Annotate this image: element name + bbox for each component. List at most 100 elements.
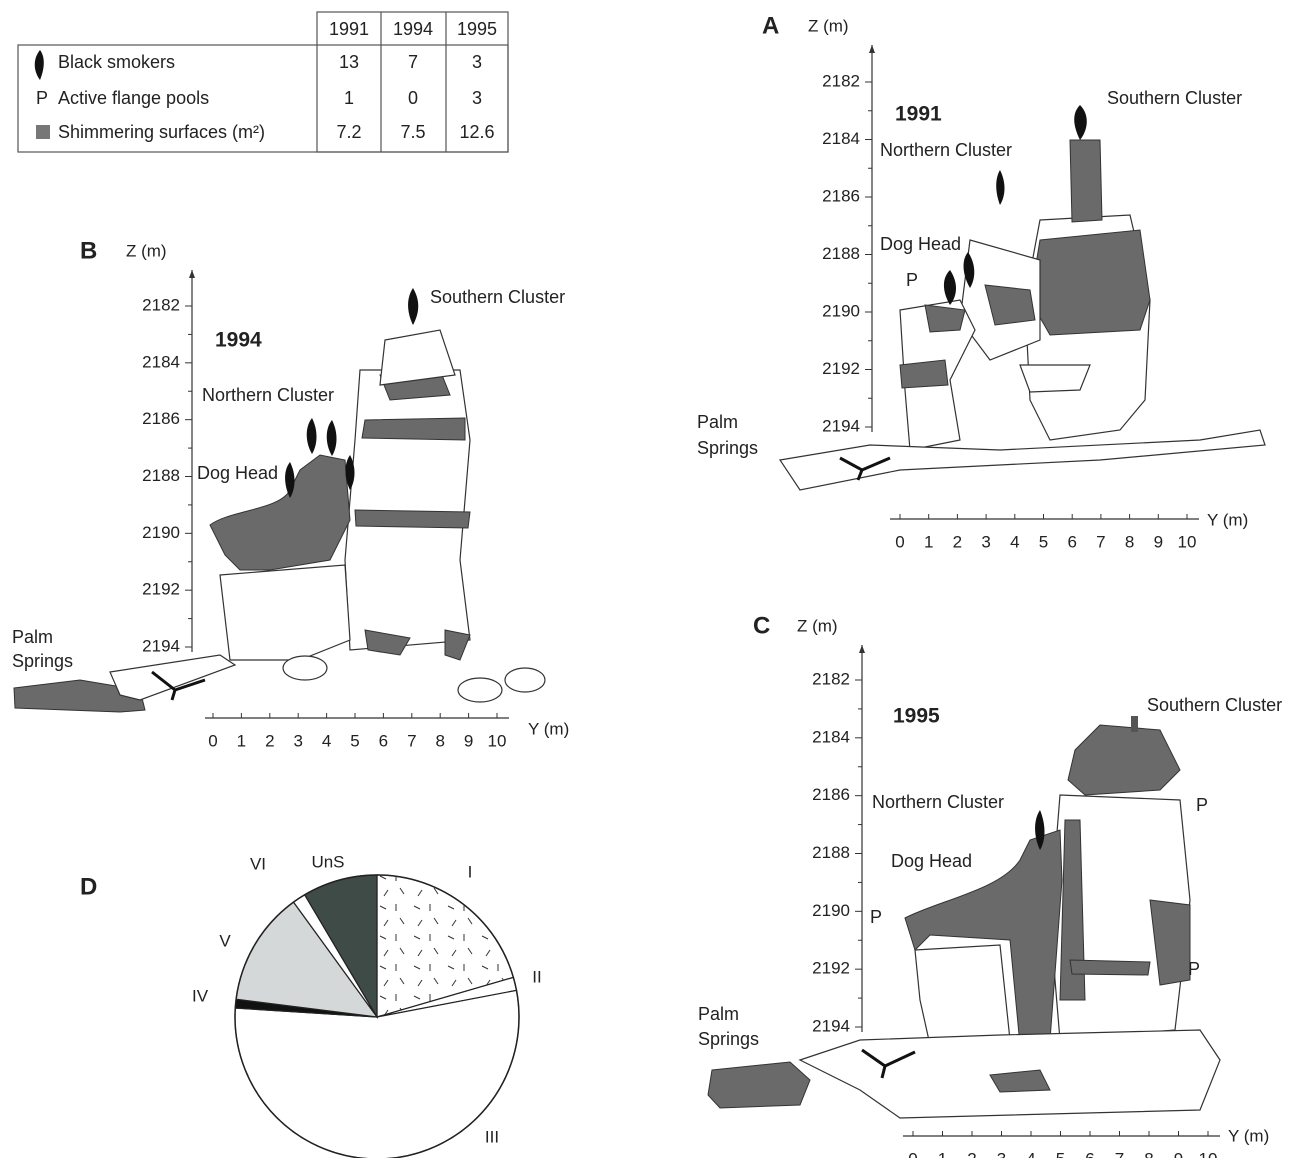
- figure: 199119941995Black smokers1373PActive fla…: [0, 0, 1311, 1158]
- table-cell: 13: [339, 52, 359, 72]
- y-tick-label: 0: [908, 1149, 917, 1158]
- panel-letter: A: [762, 12, 779, 39]
- table-cell: 7.5: [400, 122, 425, 142]
- dog-head-label: Dog Head: [880, 234, 961, 254]
- southern-cluster-label: Southern Cluster: [1147, 695, 1282, 715]
- row-label: Active flange pools: [58, 88, 209, 108]
- table-cell: 3: [472, 52, 482, 72]
- z-tick-label: 2182: [142, 295, 180, 314]
- table-cell: 3: [472, 88, 482, 108]
- axis-arrow: [189, 270, 195, 278]
- panel-letter: B: [80, 237, 97, 264]
- row-label: Shimmering surfaces (m²): [58, 122, 265, 142]
- y-tick-label: 1: [237, 731, 246, 750]
- z-tick-label: 2184: [812, 727, 850, 746]
- y-tick-label: 9: [464, 731, 473, 750]
- y-tick-label: 7: [1096, 532, 1105, 551]
- y-tick-label: 3: [997, 1149, 1006, 1158]
- dog-head-label: Dog Head: [891, 851, 972, 871]
- northern-cluster-label: Northern Cluster: [872, 792, 1004, 812]
- y-tick-label: 4: [322, 731, 331, 750]
- y-tick-label: 7: [407, 731, 416, 750]
- smoker-icon: [35, 50, 44, 80]
- y-axis-label: Y (m): [1228, 1126, 1269, 1145]
- shimmer-icon: [36, 125, 50, 139]
- flange-pool-marker: P: [1196, 795, 1208, 815]
- panel-year: 1991: [895, 103, 942, 126]
- palm-springs-label: Palm: [698, 1004, 739, 1024]
- y-tick-label: 9: [1154, 532, 1163, 551]
- table-cell: 1: [344, 88, 354, 108]
- pie-label: V: [219, 931, 231, 950]
- table-cell: 12.6: [459, 122, 494, 142]
- table-header: 1991: [329, 19, 369, 39]
- flange-pool-marker: P: [906, 270, 918, 290]
- y-tick-label: 1: [938, 1149, 947, 1158]
- y-tick-label: 2: [953, 532, 962, 551]
- southern-cluster-label: Southern Cluster: [430, 287, 565, 307]
- y-tick-label: 2: [967, 1149, 976, 1158]
- table-cell: 7: [408, 52, 418, 72]
- pie-label: III: [485, 1127, 499, 1146]
- y-axis-label: Y (m): [1207, 510, 1248, 529]
- y-tick-label: 0: [208, 731, 217, 750]
- southern-cluster-label: Southern Cluster: [1107, 88, 1242, 108]
- table-header: 1995: [457, 19, 497, 39]
- table-cell: 7.2: [336, 122, 361, 142]
- northern-cluster-label: Northern Cluster: [880, 140, 1012, 160]
- pie-label: IV: [192, 986, 209, 1005]
- palm-springs-label: Palm: [12, 627, 53, 647]
- z-tick-label: 2188: [822, 244, 860, 263]
- z-tick-label: 2182: [822, 71, 860, 90]
- pie-label: UnS: [311, 852, 344, 871]
- y-tick-label: 10: [488, 731, 507, 750]
- z-tick-label: 2186: [142, 409, 180, 428]
- panel-year: 1994: [215, 329, 262, 352]
- y-tick-label: 10: [1199, 1149, 1218, 1158]
- y-tick-label: 2: [265, 731, 274, 750]
- y-tick-label: 8: [1125, 532, 1134, 551]
- y-tick-label: 3: [981, 532, 990, 551]
- panel-year: 1995: [893, 705, 940, 728]
- pie-label: I: [468, 862, 473, 881]
- table-cell: 0: [408, 88, 418, 108]
- z-axis-label: Z (m): [797, 616, 838, 635]
- z-tick-label: 2190: [812, 901, 850, 920]
- z-axis-label: Z (m): [808, 16, 849, 35]
- y-tick-label: 5: [1039, 532, 1048, 551]
- axis-arrow: [859, 645, 865, 653]
- y-tick-label: 8: [435, 731, 444, 750]
- z-tick-label: 2190: [822, 301, 860, 320]
- palm-springs-label: Springs: [698, 1029, 759, 1049]
- y-tick-label: 9: [1174, 1149, 1183, 1158]
- z-tick-label: 2184: [142, 352, 180, 371]
- edifice-drawing-b: [14, 288, 545, 712]
- y-tick-label: 1: [924, 532, 933, 551]
- flange-pool-marker: P: [1188, 959, 1200, 979]
- y-tick-label: 4: [1026, 1149, 1035, 1158]
- y-tick-label: 6: [1067, 532, 1076, 551]
- z-tick-label: 2194: [812, 1016, 850, 1035]
- northern-cluster-label: Northern Cluster: [202, 385, 334, 405]
- y-tick-label: 3: [293, 731, 302, 750]
- z-tick-label: 2192: [142, 580, 180, 599]
- table-header: 1994: [393, 19, 433, 39]
- dog-head-label: Dog Head: [197, 463, 278, 483]
- z-tick-label: 2186: [822, 186, 860, 205]
- z-tick-label: 2186: [812, 785, 850, 804]
- axis-arrow: [869, 45, 875, 53]
- y-tick-label: 5: [1056, 1149, 1065, 1158]
- z-tick-label: 2182: [812, 669, 850, 688]
- y-tick-label: 8: [1144, 1149, 1153, 1158]
- z-tick-label: 2194: [822, 416, 860, 435]
- y-tick-label: 7: [1115, 1149, 1124, 1158]
- panel-letter: D: [80, 873, 97, 900]
- flange-pool-marker: P: [870, 907, 882, 927]
- y-tick-label: 10: [1178, 532, 1197, 551]
- palm-springs-label: Palm: [697, 412, 738, 432]
- panel-letter: C: [753, 612, 770, 639]
- z-tick-label: 2194: [142, 636, 180, 655]
- pie-label: VI: [250, 854, 266, 873]
- y-tick-label: 6: [379, 731, 388, 750]
- z-tick-label: 2188: [812, 843, 850, 862]
